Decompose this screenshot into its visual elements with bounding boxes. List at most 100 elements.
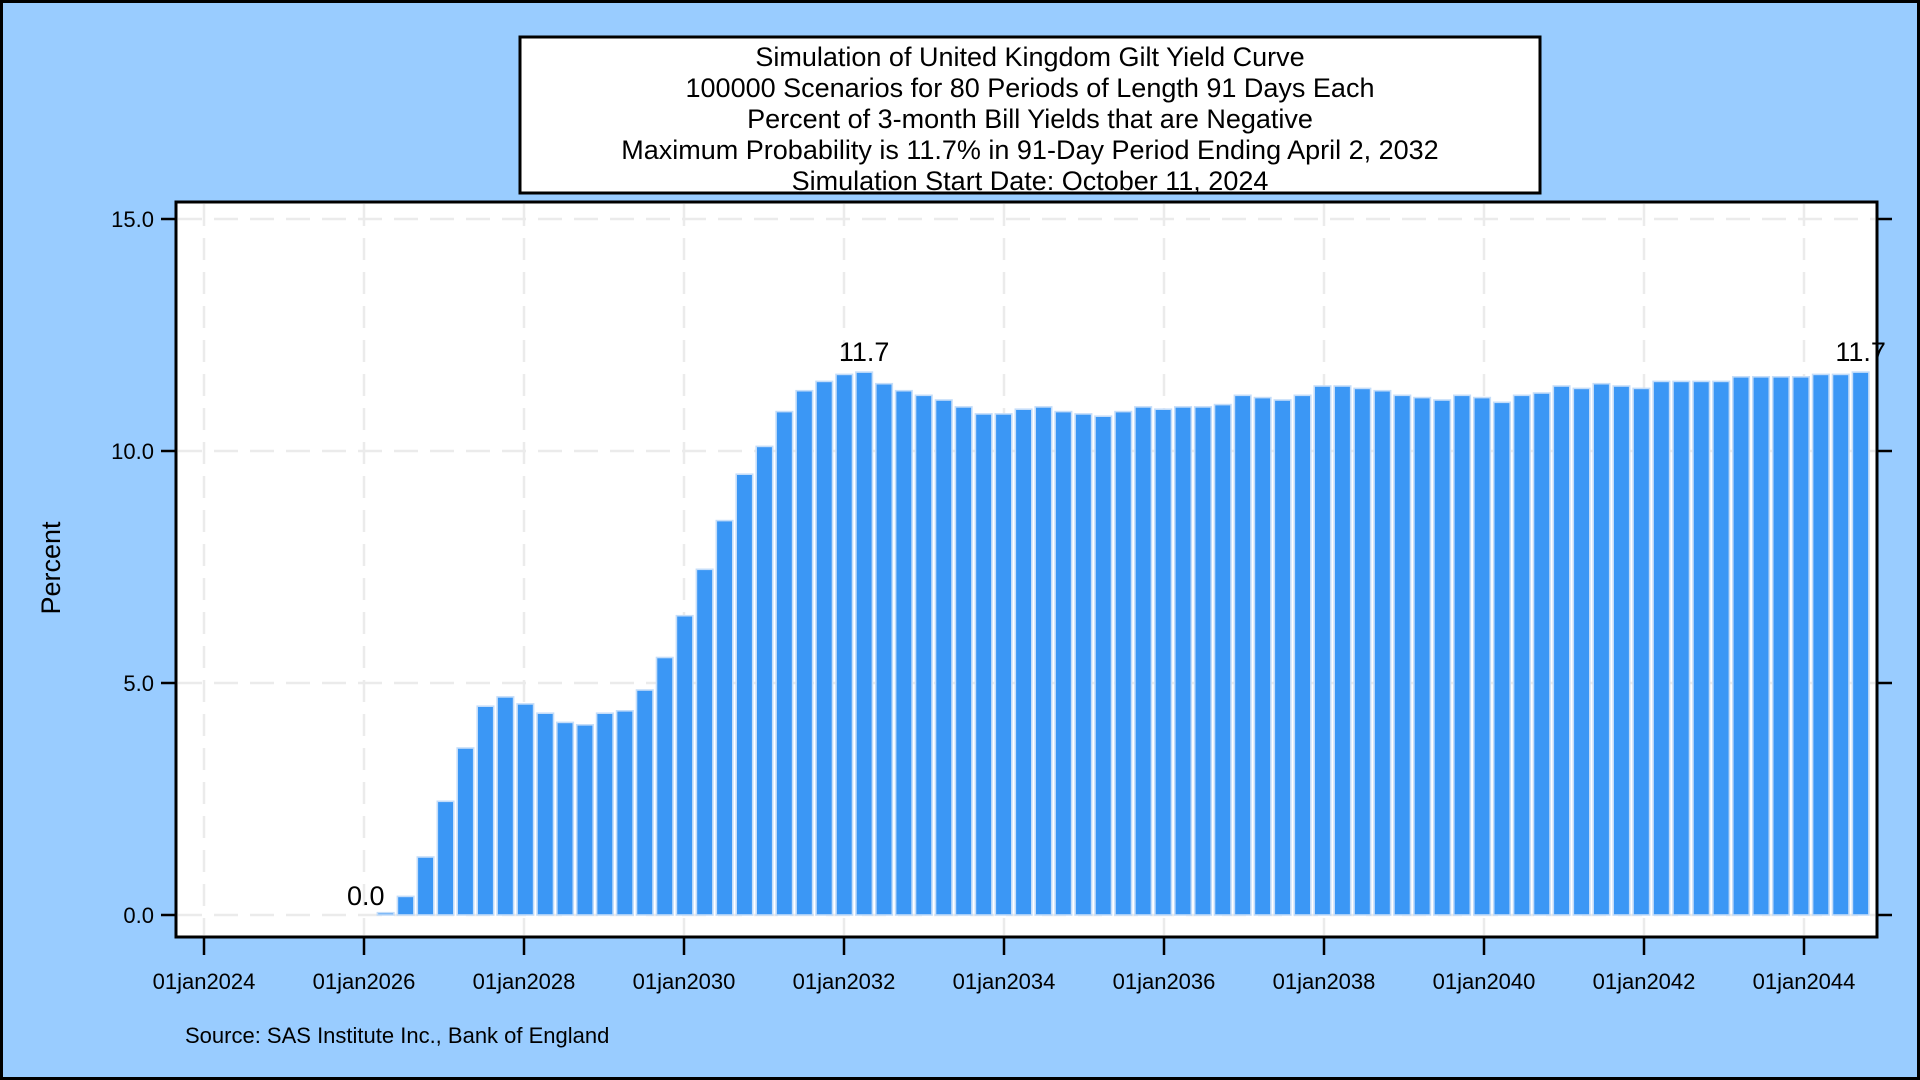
bar bbox=[436, 800, 455, 916]
source-footnote: Source: SAS Institute Inc., Bank of Engl… bbox=[185, 1023, 609, 1048]
y-tick-label: 15.0 bbox=[111, 207, 154, 232]
x-tick-label: 01jan2024 bbox=[153, 969, 256, 994]
bar bbox=[1054, 410, 1073, 916]
bar bbox=[715, 519, 734, 916]
bar bbox=[1592, 382, 1611, 916]
bar bbox=[795, 389, 814, 916]
bar bbox=[815, 380, 834, 916]
bar bbox=[555, 721, 575, 916]
y-tick-label: 5.0 bbox=[123, 671, 154, 696]
bar bbox=[376, 911, 395, 916]
bar bbox=[615, 709, 634, 916]
bar bbox=[1413, 396, 1432, 916]
title-line-3: Percent of 3-month Bill Yields that are … bbox=[747, 104, 1313, 134]
bar bbox=[635, 689, 654, 916]
bar bbox=[1453, 394, 1472, 916]
bar bbox=[1652, 380, 1671, 916]
bar bbox=[994, 413, 1013, 916]
bar bbox=[1712, 380, 1731, 916]
bar bbox=[1353, 387, 1372, 916]
bar bbox=[1851, 371, 1870, 916]
bar bbox=[1393, 394, 1412, 916]
bar bbox=[934, 399, 953, 916]
bar bbox=[1253, 396, 1272, 916]
bar bbox=[1233, 394, 1252, 916]
axis-ticks bbox=[161, 217, 1892, 955]
bar bbox=[874, 382, 894, 916]
bar bbox=[1791, 375, 1810, 916]
x-tick-label: 01jan2032 bbox=[793, 969, 896, 994]
title-box bbox=[518, 35, 1542, 195]
bar bbox=[1572, 387, 1591, 916]
x-tick-label: 01jan2042 bbox=[1593, 969, 1696, 994]
bar bbox=[1771, 375, 1790, 916]
bar bbox=[1174, 406, 1193, 916]
bar bbox=[695, 568, 714, 916]
bar-value-label: 11.7 bbox=[1835, 337, 1886, 367]
bar bbox=[1552, 385, 1571, 916]
x-tick-label: 01jan2036 bbox=[1113, 969, 1216, 994]
x-tick-label: 01jan2026 bbox=[313, 969, 416, 994]
x-tick-label: 01jan2040 bbox=[1433, 969, 1536, 994]
bar bbox=[1094, 415, 1113, 916]
bar bbox=[1532, 392, 1551, 916]
bar bbox=[675, 614, 694, 916]
bar bbox=[1612, 385, 1631, 916]
bars bbox=[376, 371, 1870, 916]
plot-frame bbox=[174, 200, 1879, 939]
bar bbox=[1492, 401, 1511, 916]
bar bbox=[1632, 387, 1651, 916]
bar bbox=[595, 712, 614, 916]
x-tick-label: 01jan2044 bbox=[1753, 969, 1856, 994]
bar bbox=[914, 394, 933, 916]
title-line-5: Simulation Start Date: October 11, 2024 bbox=[792, 166, 1269, 196]
x-tick-label: 01jan2030 bbox=[633, 969, 736, 994]
bar bbox=[1313, 385, 1332, 916]
y-tick-label: 10.0 bbox=[111, 439, 154, 464]
bar bbox=[1752, 375, 1771, 916]
bar bbox=[775, 410, 794, 916]
bar bbox=[1433, 399, 1452, 916]
y-tick-label: 0.0 bbox=[123, 903, 154, 928]
x-tick-label: 01jan2034 bbox=[953, 969, 1056, 994]
bar bbox=[835, 373, 854, 916]
title-line-4: Maximum Probability is 11.7% in 91-Day P… bbox=[621, 135, 1438, 165]
bar bbox=[855, 371, 874, 916]
bar bbox=[974, 413, 993, 916]
bar bbox=[1034, 406, 1053, 916]
bar bbox=[655, 656, 674, 916]
bar bbox=[1074, 413, 1093, 916]
bar bbox=[1293, 394, 1312, 916]
x-tick-label: 01jan2038 bbox=[1273, 969, 1376, 994]
bar-value-label: 11.7 bbox=[839, 337, 890, 367]
bar bbox=[456, 747, 475, 916]
bar-annotations: 0.0 11.7 11.7 bbox=[347, 337, 1886, 911]
bar bbox=[1134, 406, 1153, 916]
bar bbox=[1333, 385, 1352, 916]
bar bbox=[476, 705, 495, 916]
bar bbox=[1672, 380, 1691, 916]
bar bbox=[496, 696, 515, 916]
bar bbox=[1692, 380, 1711, 916]
x-tick-label: 01jan2028 bbox=[473, 969, 576, 994]
bar bbox=[416, 856, 435, 916]
bar bbox=[1473, 396, 1492, 916]
bar bbox=[894, 389, 913, 916]
y-axis-title: Percent bbox=[36, 521, 66, 615]
bar bbox=[575, 723, 595, 916]
bar bbox=[1193, 406, 1212, 916]
bar bbox=[1831, 373, 1850, 916]
title-line-1: Simulation of United Kingdom Gilt Yield … bbox=[755, 42, 1304, 72]
bar bbox=[1811, 373, 1830, 916]
bar bbox=[1014, 408, 1033, 916]
bar bbox=[1114, 410, 1133, 916]
bar bbox=[1213, 403, 1232, 916]
title-line-2: 100000 Scenarios for 80 Periods of Lengt… bbox=[686, 73, 1375, 103]
bar bbox=[954, 406, 973, 916]
bar bbox=[1732, 375, 1751, 916]
tick-labels: 0.0 5.0 10.0 15.0 01jan2024 01jan2026 01jan202… bbox=[111, 207, 1855, 994]
bar bbox=[396, 895, 415, 916]
